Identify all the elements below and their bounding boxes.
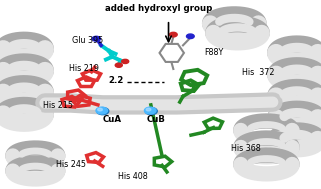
Circle shape <box>187 34 194 39</box>
Circle shape <box>169 32 177 37</box>
Text: added hydroxyl group: added hydroxyl group <box>105 4 213 13</box>
Text: His 245: His 245 <box>56 160 86 169</box>
Text: His 219: His 219 <box>69 64 99 74</box>
Circle shape <box>97 108 109 115</box>
Text: His  372: His 372 <box>242 68 275 77</box>
Text: His 368: His 368 <box>231 144 261 153</box>
Text: 2.2: 2.2 <box>108 76 124 85</box>
Text: F88Y: F88Y <box>204 48 223 57</box>
Circle shape <box>115 63 122 67</box>
Circle shape <box>98 108 102 111</box>
Text: CuB: CuB <box>146 115 165 124</box>
Text: His 408: His 408 <box>118 172 148 181</box>
Circle shape <box>146 108 151 111</box>
Circle shape <box>92 36 100 41</box>
Text: CuA: CuA <box>103 115 122 124</box>
Text: Glu 395: Glu 395 <box>72 36 103 45</box>
Circle shape <box>122 59 129 64</box>
Circle shape <box>145 108 157 115</box>
Polygon shape <box>160 44 184 62</box>
Circle shape <box>96 107 108 114</box>
Circle shape <box>144 107 156 114</box>
Text: His 215: His 215 <box>43 101 73 110</box>
